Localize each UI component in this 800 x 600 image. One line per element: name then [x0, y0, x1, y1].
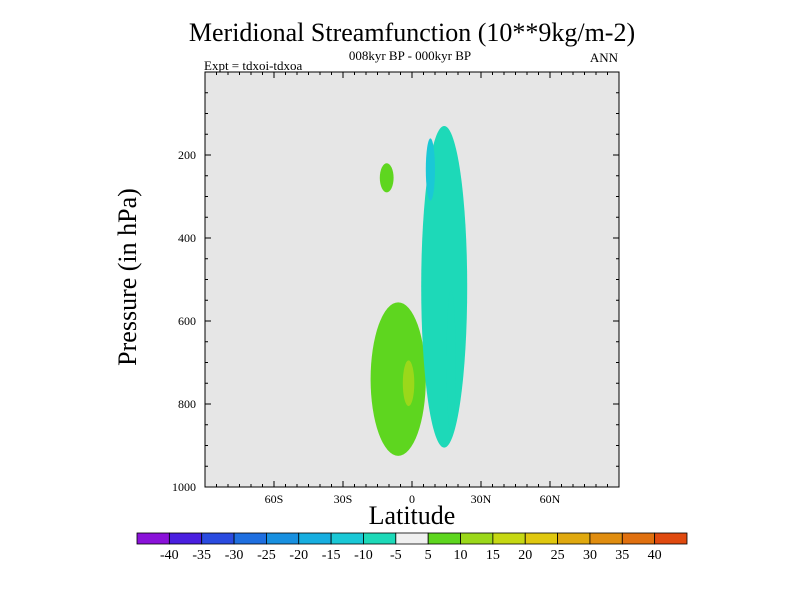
x-tick-label-4: 30N [471, 492, 492, 506]
colorbar-box-13 [524, 532, 558, 545]
contour-region-6 [446, 289, 456, 434]
colorbar-label-8: -5 [390, 548, 402, 563]
colorbar-box-11 [460, 532, 494, 545]
colorbar-box-10 [427, 532, 461, 545]
colorbar-label-3: -30 [225, 548, 244, 563]
contour-region-2 [402, 360, 415, 407]
colorbar-box-5 [266, 532, 300, 545]
y-tick-label-1: 200 [178, 148, 196, 162]
y-tick-label-5: 1000 [172, 480, 196, 494]
y-tick-label-2: 400 [178, 231, 196, 245]
colorbar-label-10: 10 [454, 548, 468, 563]
colorbar-box-15 [589, 532, 623, 545]
y-tick-labels: 200 400 600 800 1000 [172, 148, 196, 494]
colorbar-label-2: -35 [192, 548, 211, 563]
x-axis-label: Latitude [369, 501, 456, 530]
contour-region-4 [421, 125, 468, 448]
x-tick-label-3: 0 [409, 492, 415, 506]
colorbar-box-9 [395, 532, 429, 545]
colorbar-box-12 [492, 532, 526, 545]
colorbar-label-16: 40 [648, 548, 662, 563]
colorbar-box-1 [136, 532, 170, 545]
colorbar-label-11: 15 [486, 548, 500, 563]
colorbar-labels: -40 -35 -30 -25 -20 -15 -10 -5 5 10 15 20 25 30 35 40 [160, 548, 662, 563]
chart-subtitle-center: 008kyr BP - 000kyr BP [349, 48, 471, 63]
colorbar-label-13: 25 [551, 548, 565, 563]
colorbar-box-3 [201, 532, 235, 545]
colorbar-label-9: 5 [425, 548, 432, 563]
colorbar-label-6: -15 [322, 548, 341, 563]
colorbar-label-12: 20 [518, 548, 532, 563]
colorbar-box-2 [168, 532, 203, 545]
chart-subtitle-left: Expt = tdxoi-tdxoa [204, 58, 303, 73]
colorbar-label-14: 30 [583, 548, 597, 563]
y-axis-label: Pressure (in hPa) [113, 188, 142, 366]
colorbar-box-16 [621, 532, 656, 545]
colorbar-label-7: -10 [354, 548, 373, 563]
plot-frame [204, 71, 620, 488]
colorbar-box-4 [233, 532, 267, 545]
plot-area [204, 71, 620, 488]
colorbar-box-7 [330, 532, 364, 545]
chart-subtitle-right: ANN [590, 50, 619, 65]
colorbar-box-6 [298, 532, 332, 545]
colorbar-label-5: -20 [289, 548, 308, 563]
colorbar-box-8 [363, 532, 397, 545]
contour-region-5 [425, 138, 435, 201]
colorbar-label-4: -25 [257, 548, 276, 563]
x-tick-label-1: 60S [265, 492, 284, 506]
colorbar-box-14 [557, 532, 591, 545]
contour-region-1 [370, 302, 426, 456]
colorbar [136, 532, 688, 545]
x-tick-label-5: 60N [540, 492, 561, 506]
contour-region-3 [379, 163, 394, 193]
y-tick-label-3: 600 [178, 314, 196, 328]
x-tick-label-2: 30S [334, 492, 353, 506]
x-tick-labels: 60S 30S 0 30N 60N [265, 492, 561, 506]
chart-title: Meridional Streamfunction (10**9kg/m-2) [189, 18, 635, 47]
colorbar-label-15: 35 [615, 548, 629, 563]
colorbar-label-1: -40 [160, 548, 179, 563]
y-tick-label-4: 800 [178, 397, 196, 411]
contour-regions [370, 125, 468, 456]
colorbar-box-17 [654, 532, 688, 545]
